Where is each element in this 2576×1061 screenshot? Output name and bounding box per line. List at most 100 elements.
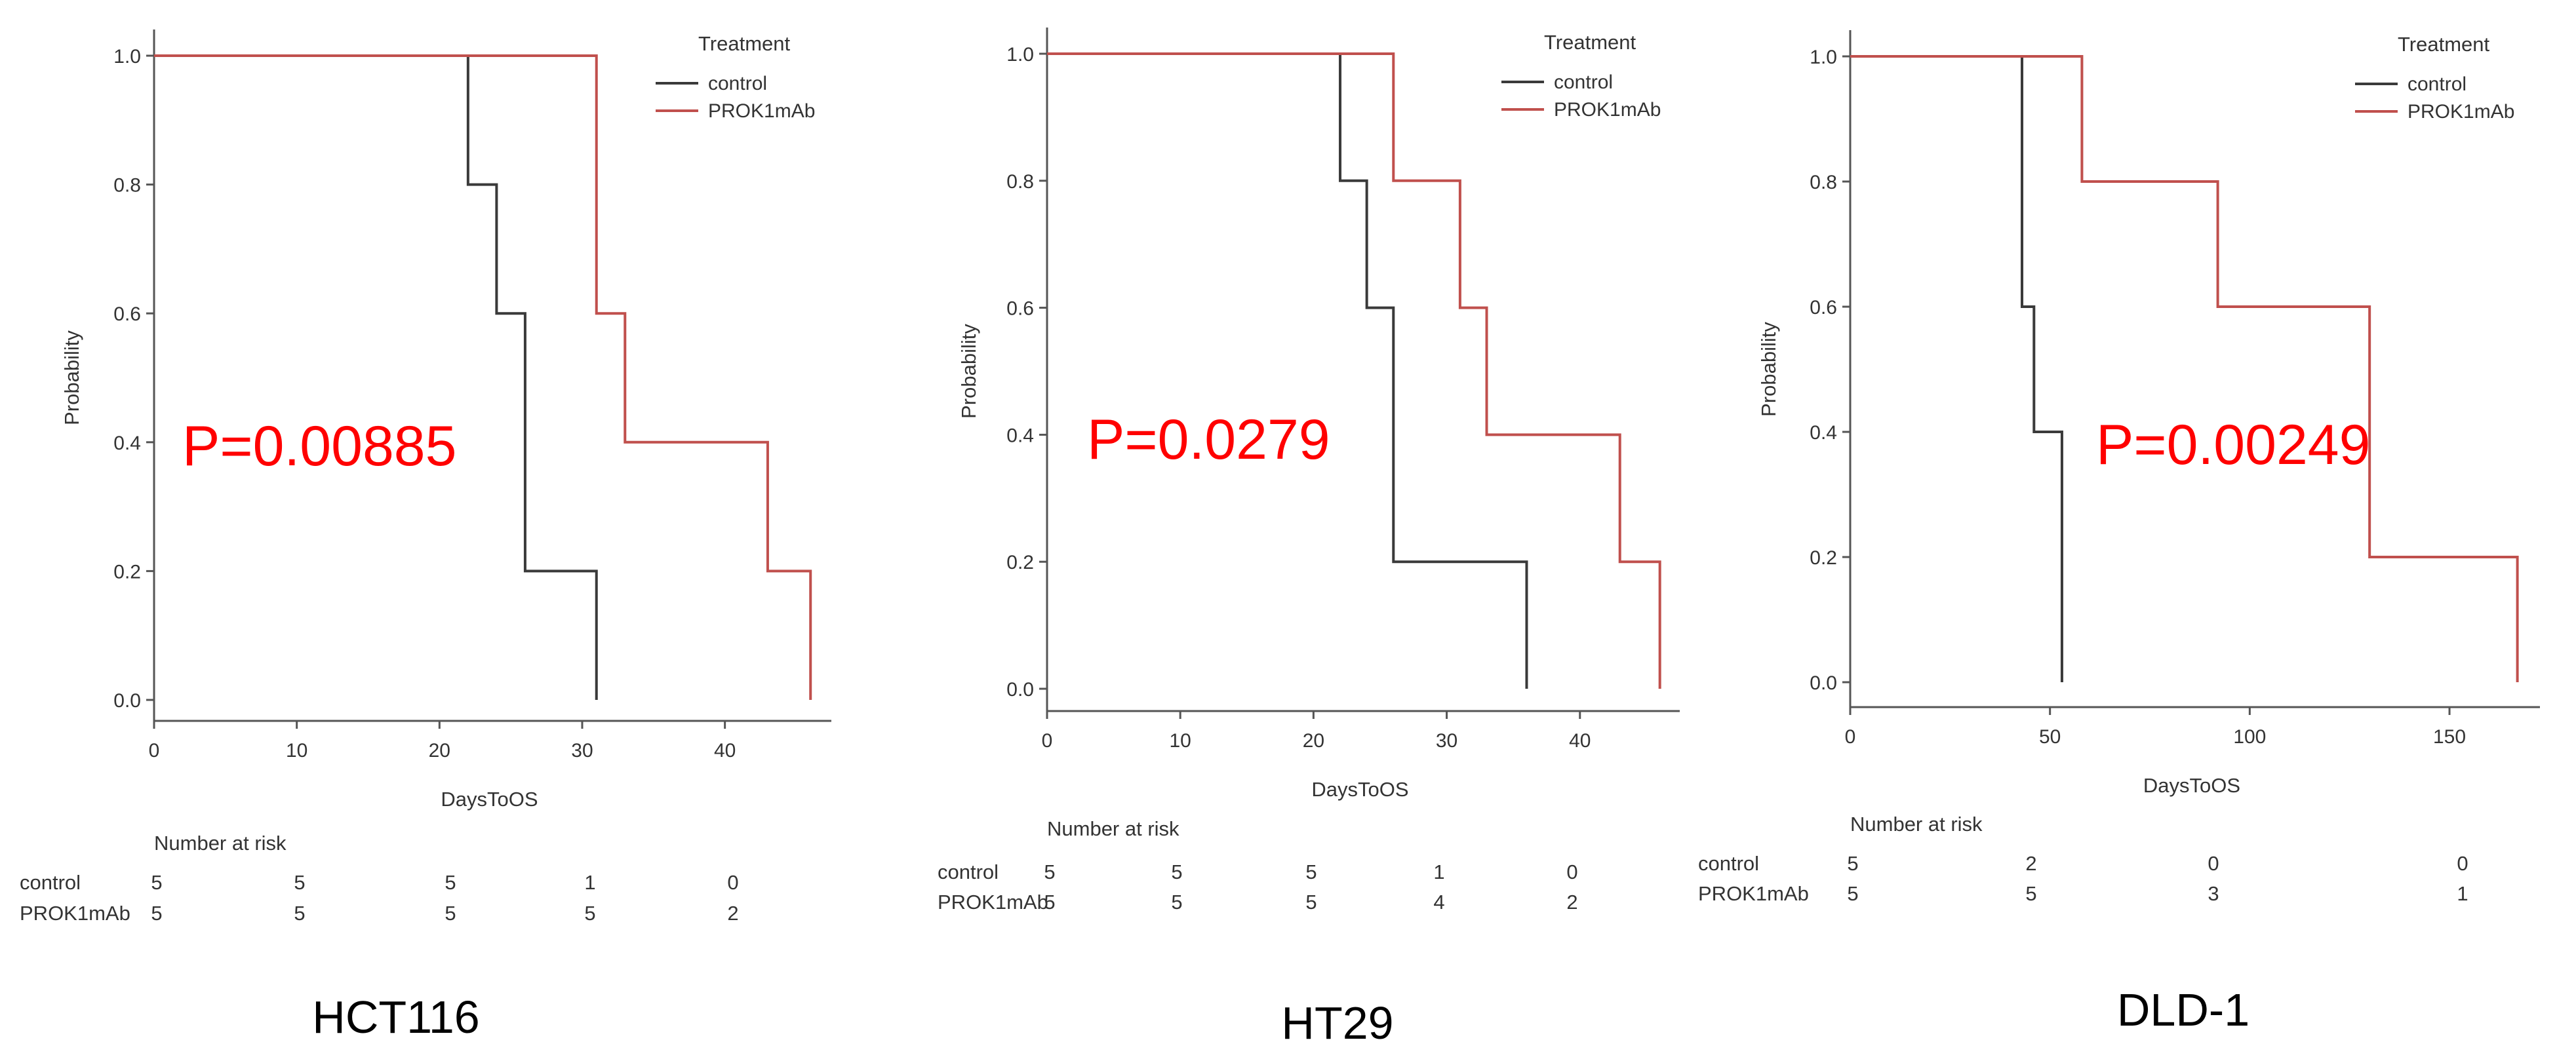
y-tick-label: 1.0 xyxy=(1810,47,1837,68)
risk-value: 5 xyxy=(2025,882,2036,905)
series-line-PROK1mAb xyxy=(154,54,812,700)
risk-value: 5 xyxy=(1044,860,1055,883)
risk-value: 5 xyxy=(584,902,595,925)
risk-value: 1 xyxy=(2457,882,2468,905)
y-tick-label: 0.4 xyxy=(1810,422,1837,444)
x-tick-label: 100 xyxy=(2233,726,2266,748)
p-value-label: P=0.00885 xyxy=(182,415,456,478)
y-tick-label: 0.2 xyxy=(1006,552,1034,573)
legend-entry-PROK1mAb: PROK1mAb xyxy=(1554,99,1661,121)
y-tick-label: 0.2 xyxy=(113,561,141,583)
x-tick-label: 0 xyxy=(1845,726,1856,748)
risk-value: 5 xyxy=(1171,860,1182,883)
risk-row-label-PROK1mAb: PROK1mAb xyxy=(1698,882,1809,905)
risk-value: 3 xyxy=(2208,882,2219,905)
series-line-control xyxy=(1850,55,2063,682)
risk-row-label-PROK1mAb: PROK1mAb xyxy=(938,891,1048,914)
cell-line-label: DLD-1 xyxy=(2117,984,2249,1035)
y-tick-label: 0.0 xyxy=(113,690,141,712)
legend-title: Treatment xyxy=(1544,31,1636,54)
risk-value: 5 xyxy=(445,902,456,925)
p-value-label: P=0.00249 xyxy=(2096,414,2370,476)
y-tick-label: 0.6 xyxy=(1006,298,1034,320)
x-axis-label: DaysToOS xyxy=(1311,778,1408,801)
legend-entry-PROK1mAb: PROK1mAb xyxy=(708,100,815,122)
x-tick-label: 50 xyxy=(2039,726,2061,748)
chart-HT29: 0.00.20.40.60.81.00 10 20 30 40DaysToOSProba… xyxy=(938,28,1680,1049)
number-at-risk-title: Number at risk xyxy=(154,832,287,855)
risk-value: 5 xyxy=(1847,852,1858,875)
chart-DLD-1: 0.00.20.40.60.81.00 50 100 150DaysToOSProba… xyxy=(1698,30,2540,1035)
x-tick-label: 40 xyxy=(714,740,736,762)
risk-value: 0 xyxy=(1566,860,1577,883)
risk-value: 5 xyxy=(151,871,162,894)
x-tick-label: 30 xyxy=(571,740,593,762)
y-tick-label: 0.4 xyxy=(113,433,141,454)
x-tick-label: 0 xyxy=(1042,730,1053,752)
y-tick-label: 0.6 xyxy=(113,303,141,325)
series-line-control xyxy=(1047,52,1528,689)
risk-row-label-PROK1mAb: PROK1mAb xyxy=(20,902,130,925)
legend-title: Treatment xyxy=(2398,33,2490,56)
risk-value: 5 xyxy=(445,871,456,894)
risk-value: 5 xyxy=(294,871,305,894)
risk-value: 5 xyxy=(151,902,162,925)
y-tick-label: 0.6 xyxy=(1810,297,1837,318)
risk-value: 2 xyxy=(2025,852,2036,875)
risk-value: 2 xyxy=(727,902,738,925)
x-tick-label: 10 xyxy=(286,740,307,762)
y-axis-label: Probability xyxy=(957,324,980,419)
risk-row-label-control: control xyxy=(938,860,999,883)
legend-entry-PROK1mAb: PROK1mAb xyxy=(2408,101,2514,123)
legend-entry-control: control xyxy=(2408,73,2467,95)
legend-entry-control: control xyxy=(1554,71,1613,93)
y-tick-label: 0.4 xyxy=(1006,425,1034,446)
y-axis-label: Probability xyxy=(1757,322,1780,417)
risk-value: 5 xyxy=(1044,891,1055,914)
p-value-label: P=0.0279 xyxy=(1087,408,1330,471)
cell-line-label: HCT116 xyxy=(312,992,479,1043)
y-tick-label: 0.0 xyxy=(1810,672,1837,694)
y-tick-label: 0.0 xyxy=(1006,679,1034,701)
legend-title: Treatment xyxy=(698,32,791,55)
series-line-PROK1mAb xyxy=(1047,52,1661,689)
x-axis-label: DaysToOS xyxy=(441,788,538,811)
number-at-risk-title: Number at risk xyxy=(1047,817,1179,840)
chart-HCT116: 0.00.20.40.60.81.00 10 20 30 40DaysToOSProba… xyxy=(20,29,831,1043)
cell-line-label: HT29 xyxy=(1281,997,1393,1049)
x-axis-label: DaysToOS xyxy=(2143,774,2240,797)
risk-value: 5 xyxy=(294,902,305,925)
legend-entry-control: control xyxy=(708,73,767,94)
risk-value: 1 xyxy=(1433,860,1444,883)
risk-value: 2 xyxy=(1566,891,1577,914)
y-tick-label: 0.8 xyxy=(1810,172,1837,193)
risk-value: 0 xyxy=(2208,852,2219,875)
x-tick-label: 10 xyxy=(1170,730,1191,752)
risk-row-label-control: control xyxy=(20,871,81,894)
risk-value: 5 xyxy=(1305,891,1317,914)
risk-value: 1 xyxy=(584,871,595,894)
series-line-control xyxy=(154,54,598,700)
x-tick-label: 40 xyxy=(1569,730,1591,752)
x-tick-label: 20 xyxy=(1303,730,1324,752)
y-axis-label: Probability xyxy=(60,330,83,425)
y-tick-label: 1.0 xyxy=(1006,44,1034,66)
risk-row-label-control: control xyxy=(1698,852,1759,875)
risk-value: 5 xyxy=(1305,860,1317,883)
x-tick-label: 30 xyxy=(1436,730,1457,752)
x-tick-label: 0 xyxy=(149,740,160,762)
risk-value: 5 xyxy=(1171,891,1182,914)
y-tick-label: 1.0 xyxy=(113,46,141,68)
risk-value: 4 xyxy=(1433,891,1444,914)
risk-value: 0 xyxy=(2457,852,2468,875)
series-line-PROK1mAb xyxy=(1850,55,2519,682)
risk-value: 0 xyxy=(727,871,738,894)
y-tick-label: 0.8 xyxy=(1006,171,1034,193)
y-tick-label: 0.2 xyxy=(1810,547,1837,569)
x-tick-label: 20 xyxy=(429,740,450,762)
risk-value: 5 xyxy=(1847,882,1858,905)
number-at-risk-title: Number at risk xyxy=(1850,813,1983,836)
x-tick-label: 150 xyxy=(2433,726,2466,748)
y-tick-label: 0.8 xyxy=(113,175,141,197)
